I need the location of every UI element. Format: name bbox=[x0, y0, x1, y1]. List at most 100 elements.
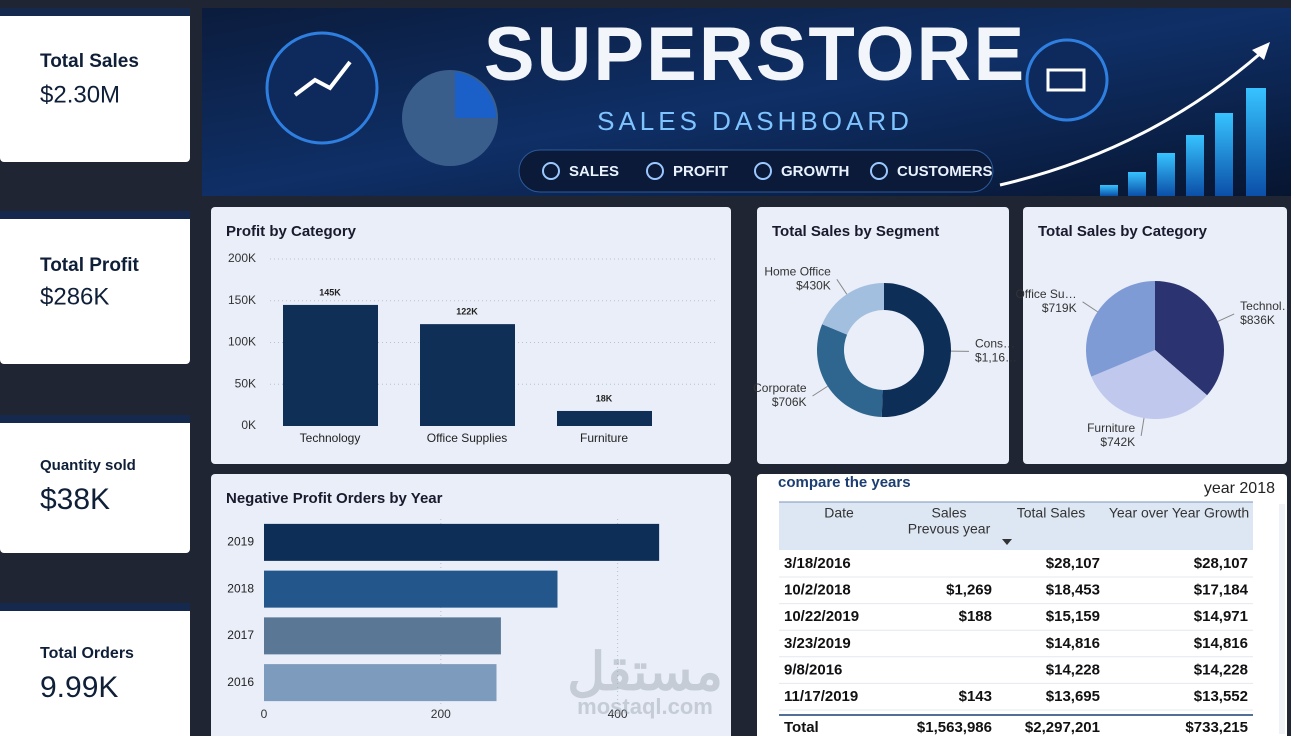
table-cell: $1,269 bbox=[946, 582, 992, 599]
table-total: $733,215 bbox=[1185, 719, 1248, 736]
banner-decor bbox=[1157, 153, 1175, 196]
bar bbox=[557, 410, 652, 426]
table-cell: 3/18/2016 bbox=[784, 555, 851, 572]
column-header: Sales bbox=[931, 505, 966, 521]
slice-value: $719K bbox=[1042, 301, 1077, 315]
banner-subtitle: SALES DASHBOARD bbox=[597, 106, 913, 136]
leader-line bbox=[1082, 301, 1098, 313]
banner-icon bbox=[265, 31, 379, 145]
table-cell: $28,107 bbox=[1194, 555, 1248, 572]
watermark: mostaql.com bbox=[577, 694, 713, 719]
column-header: Prevous year bbox=[908, 521, 991, 537]
leader-line bbox=[1140, 418, 1145, 436]
slice bbox=[822, 283, 884, 335]
banner-decor bbox=[1128, 172, 1146, 196]
banner-icon bbox=[455, 72, 497, 118]
nav-icon bbox=[754, 162, 772, 180]
table-total: $2,297,201 bbox=[1025, 719, 1100, 736]
y-tick-label: 2019 bbox=[227, 535, 254, 549]
kpi-card bbox=[0, 8, 190, 162]
table-cell: $14,228 bbox=[1046, 661, 1100, 678]
column-header: Date bbox=[824, 505, 854, 521]
chart-title: Profit by Category bbox=[226, 223, 357, 240]
kpi-label: Quantity sold bbox=[40, 457, 136, 474]
leader-line bbox=[1217, 313, 1235, 322]
banner-decor bbox=[1246, 88, 1266, 196]
nav-item: GROWTH bbox=[781, 163, 849, 180]
chart-title: Negative Profit Orders by Year bbox=[226, 490, 443, 507]
banner-decor bbox=[1100, 185, 1118, 196]
x-tick-label: Office Supplies bbox=[427, 431, 508, 445]
table-cell: 10/2/2018 bbox=[784, 582, 851, 599]
table-filter: year 2018 bbox=[1204, 480, 1275, 497]
slice-label: Office Su… bbox=[1015, 287, 1076, 301]
bar bbox=[264, 664, 497, 702]
y-tick-label: 200K bbox=[228, 251, 256, 265]
banner-icon bbox=[1046, 68, 1086, 92]
bar bbox=[420, 324, 515, 426]
table-cell: $15,159 bbox=[1046, 608, 1100, 625]
table-cell: $14,816 bbox=[1046, 635, 1100, 652]
x-tick-label: 400 bbox=[608, 707, 628, 721]
bar bbox=[264, 617, 501, 655]
bar bbox=[264, 570, 558, 608]
table-total: $1,563,986 bbox=[917, 719, 992, 736]
y-tick-label: 50K bbox=[235, 376, 256, 390]
kpi-card-strip bbox=[0, 415, 190, 423]
kpi-label: Total Profit bbox=[40, 255, 140, 276]
table-cell: $13,695 bbox=[1046, 688, 1100, 705]
bar bbox=[283, 304, 378, 426]
slice-label: Furniture bbox=[1087, 421, 1135, 435]
slice-label: Technol… bbox=[1240, 299, 1291, 313]
table-cell: $18,453 bbox=[1046, 582, 1100, 599]
banner-decor bbox=[1186, 135, 1204, 196]
slice-label: Home Office bbox=[764, 264, 831, 278]
y-tick-label: 150K bbox=[228, 293, 256, 307]
table-title: compare the years bbox=[778, 474, 911, 491]
table-cell: 9/8/2016 bbox=[784, 661, 842, 678]
kpi-value: $286K bbox=[40, 283, 109, 310]
table-cell: $188 bbox=[959, 608, 992, 625]
data-label: 122K bbox=[456, 307, 478, 317]
bar bbox=[264, 523, 660, 561]
column-header: Year over Year Growth bbox=[1109, 505, 1249, 521]
banner-title: SUPERSTORE bbox=[484, 12, 1026, 97]
data-label: 145K bbox=[319, 287, 341, 297]
nav-item: CUSTOMERS bbox=[897, 163, 993, 180]
banner-decor bbox=[1252, 42, 1270, 60]
x-tick-label: Technology bbox=[300, 431, 361, 445]
scrollbar bbox=[1279, 504, 1285, 734]
kpi-card bbox=[0, 211, 190, 364]
leader-line bbox=[812, 385, 828, 397]
nav-item: PROFIT bbox=[673, 163, 728, 180]
watermark: مستقل bbox=[567, 644, 723, 702]
slice-value: $706K bbox=[772, 395, 807, 409]
slice bbox=[1091, 350, 1208, 420]
slice bbox=[817, 324, 883, 417]
kpi-card bbox=[0, 603, 190, 736]
table-total: Total bbox=[784, 719, 819, 736]
slice bbox=[1155, 281, 1224, 396]
chart-title: Total Sales by Category bbox=[1038, 223, 1208, 240]
table-cell: 11/17/2019 bbox=[784, 688, 858, 705]
kpi-card-strip bbox=[0, 8, 190, 16]
slice-value: $836K bbox=[1240, 313, 1275, 327]
table-cell: $13,552 bbox=[1194, 688, 1248, 705]
nav-icon bbox=[646, 162, 664, 180]
nav-icon bbox=[542, 162, 560, 180]
column-header: Total Sales bbox=[1017, 505, 1085, 521]
sort-arrow bbox=[1002, 539, 1012, 545]
table-cell: $17,184 bbox=[1194, 582, 1249, 599]
slice-label: Cons… bbox=[975, 337, 1015, 351]
chart-panel bbox=[757, 207, 1009, 464]
kpi-label: Total Sales bbox=[40, 51, 139, 72]
slice bbox=[1086, 281, 1155, 377]
slice bbox=[881, 283, 952, 418]
nav-icon bbox=[870, 162, 888, 180]
data-label: 18K bbox=[596, 393, 613, 403]
banner-decor bbox=[1215, 113, 1233, 196]
leader-line bbox=[836, 279, 848, 295]
x-tick-label: 0 bbox=[261, 707, 268, 721]
kpi-value: $38K bbox=[40, 483, 110, 516]
